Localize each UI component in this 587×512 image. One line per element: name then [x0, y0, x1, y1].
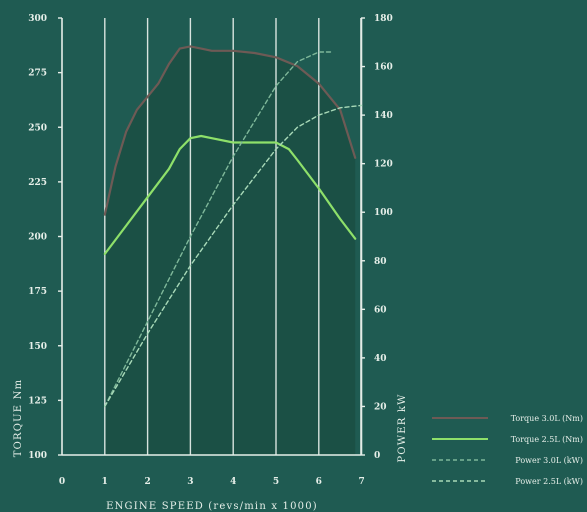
- y-left-tick-label-7: 275: [28, 69, 47, 79]
- y-axis-left-title: TORQUE Nm: [13, 379, 24, 458]
- x-tick-label-2: 2: [144, 477, 150, 487]
- area-under-curve: [104, 46, 356, 456]
- y-right-tick-label-7: 140: [374, 111, 393, 121]
- y-right-tick-label-0: 0: [374, 451, 380, 461]
- series-line-0: [103, 45, 357, 216]
- y-right-tick-label-2: 40: [374, 354, 387, 364]
- series-line-3: [104, 104, 363, 408]
- series-line-2: [104, 51, 333, 408]
- y-left-tick-label-3: 175: [28, 287, 47, 297]
- y-left-tick-label-2: 150: [28, 342, 47, 352]
- x-tick-label-5: 5: [273, 477, 279, 487]
- legend-label-2: Power 3.0L (kW): [515, 456, 583, 465]
- torque-area-fill: [104, 46, 356, 456]
- axes: [58, 17, 365, 456]
- y-left-tick-label-1: 125: [28, 396, 47, 406]
- y-left-tick-label-6: 250: [28, 123, 47, 133]
- y-right-tick-label-8: 160: [374, 63, 393, 73]
- y-right-tick-label-5: 100: [374, 208, 393, 218]
- y-left-tick-label-5: 225: [28, 178, 47, 188]
- y-left-tick-label-8: 300: [28, 14, 47, 24]
- x-tick-label-7: 7: [358, 477, 364, 487]
- legend-label-1: Torque 2.5L (Nm): [511, 435, 583, 444]
- y-right-tick-label-6: 120: [374, 160, 393, 170]
- x-axis-title: ENGINE SPEED (revs/min x 1000): [106, 501, 318, 512]
- legend-label-0: Torque 3.0L (Nm): [511, 414, 583, 423]
- x-tick-label-6: 6: [316, 477, 322, 487]
- y-right-tick-label-3: 60: [374, 305, 387, 315]
- series-lines: [103, 45, 363, 408]
- y-right-tick-label-4: 80: [374, 257, 387, 267]
- y-right-tick-label-9: 180: [374, 14, 393, 24]
- y-axis-right-title: POWER kW: [397, 393, 408, 462]
- tick-labels: 1001251501752002252502753000204060801001…: [28, 14, 393, 487]
- x-tick-label-0: 0: [59, 477, 65, 487]
- x-tick-label-4: 4: [230, 477, 236, 487]
- legend: Torque 3.0L (Nm) Torque 2.5L (Nm) Power 3.…: [432, 414, 583, 486]
- legend-label-3: Power 2.5L (kW): [515, 477, 583, 486]
- y-right-tick-label-1: 20: [374, 402, 387, 412]
- x-tick-label-3: 3: [187, 477, 193, 487]
- y-left-tick-label-0: 100: [28, 451, 47, 461]
- y-left-tick-label-4: 200: [28, 233, 47, 243]
- x-tick-label-1: 1: [102, 477, 108, 487]
- series-line-1: [103, 134, 357, 256]
